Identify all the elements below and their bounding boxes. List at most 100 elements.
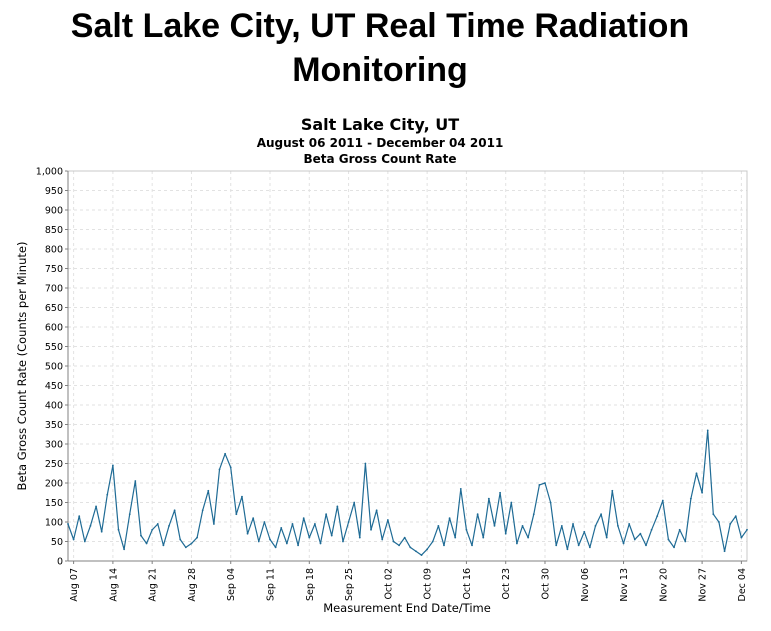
data-point <box>224 452 227 455</box>
data-point <box>661 499 664 502</box>
data-point <box>190 542 193 545</box>
data-point <box>667 538 670 541</box>
y-tick-label: 1,000 <box>36 167 63 178</box>
data-point <box>701 491 704 494</box>
x-tick-label: Aug 21 <box>148 568 159 602</box>
data-point <box>409 546 412 549</box>
data-point <box>151 528 154 531</box>
x-tick-label: Dec 04 <box>737 568 748 602</box>
data-point <box>89 525 92 527</box>
data-point <box>297 544 299 547</box>
data-point <box>100 530 103 533</box>
y-tick-label: 100 <box>45 518 63 529</box>
data-point <box>560 525 563 527</box>
data-point <box>617 525 619 527</box>
chart-subtitle: August 06 2011 - December 04 2011 <box>257 136 504 150</box>
data-point <box>302 517 305 519</box>
data-point <box>257 540 260 543</box>
data-points <box>67 429 748 557</box>
y-tick-label: 250 <box>45 459 63 470</box>
data-point <box>678 528 681 531</box>
x-tick-label: Nov 20 <box>658 568 669 602</box>
data-point <box>308 536 311 539</box>
x-tick-label: Nov 13 <box>619 568 630 602</box>
data-point <box>459 487 462 490</box>
data-point <box>622 542 625 545</box>
y-axis-ticks: 0 50 100 150 200 250 300 350 400 450 500 550 600 650 7… <box>36 167 68 568</box>
y-tick-label: 750 <box>45 264 63 275</box>
data-point <box>173 509 176 512</box>
data-point <box>201 509 204 512</box>
data-point <box>600 513 602 516</box>
x-tick-label: Aug 28 <box>187 568 198 602</box>
data-point <box>241 495 243 498</box>
data-point <box>145 542 148 545</box>
y-tick-label: 300 <box>45 440 63 451</box>
data-point <box>689 497 692 500</box>
data-point <box>628 523 631 525</box>
data-point <box>184 546 187 549</box>
data-point <box>465 528 468 531</box>
data-point <box>111 464 114 467</box>
data-point <box>734 515 737 518</box>
data-point <box>476 513 479 516</box>
data-point <box>521 525 524 527</box>
data-point <box>67 523 69 525</box>
data-point <box>723 550 726 553</box>
x-tick-label: Oct 09 <box>423 568 434 600</box>
data-point <box>134 480 137 482</box>
data-point <box>516 542 518 545</box>
data-point <box>285 542 288 545</box>
x-tick-label: Nov 27 <box>698 568 709 602</box>
x-tick-label: Sep 04 <box>226 568 237 601</box>
data-point <box>347 521 350 523</box>
y-tick-label: 950 <box>45 186 63 197</box>
data-point <box>487 497 490 500</box>
y-tick-label: 50 <box>51 537 63 548</box>
data-point <box>544 482 546 484</box>
y-tick-label: 200 <box>45 479 63 490</box>
x-tick-label: Nov 06 <box>580 568 591 602</box>
data-point <box>510 501 513 504</box>
data-point <box>549 501 552 504</box>
data-point <box>314 523 316 525</box>
x-tick-label: Sep 11 <box>266 568 277 601</box>
data-point <box>72 538 75 541</box>
chart-title: Salt Lake City, UT <box>301 115 459 134</box>
x-tick-label: Oct 16 <box>462 568 473 600</box>
data-point <box>375 509 378 512</box>
y-tick-label: 500 <box>45 362 63 373</box>
y-tick-label: 450 <box>45 381 63 392</box>
data-point <box>650 528 653 531</box>
data-point <box>252 517 255 519</box>
x-axis-ticks: Aug 07 Aug 14 Aug 21 Aug 28 Sep 04 Sep 11 Sep … <box>69 561 748 602</box>
data-point <box>482 536 485 539</box>
data-point <box>712 513 715 516</box>
data-point <box>499 491 501 494</box>
data-point <box>633 538 636 541</box>
data-point <box>645 544 647 547</box>
data-point <box>381 538 384 541</box>
data-point <box>420 554 423 557</box>
y-tick-label: 400 <box>45 401 63 412</box>
data-point <box>168 525 170 527</box>
data-point <box>106 493 109 496</box>
data-point <box>415 550 417 553</box>
data-point <box>229 466 232 469</box>
data-point <box>358 536 361 539</box>
data-point <box>403 536 406 539</box>
chart-subtitle-2: Beta Gross Count Rate <box>303 152 456 166</box>
data-point <box>162 544 165 547</box>
data-point <box>325 513 328 516</box>
data-point <box>269 538 271 541</box>
data-point <box>123 548 126 551</box>
x-tick-label: Oct 23 <box>501 568 512 600</box>
y-tick-label: 800 <box>45 245 63 256</box>
data-point <box>718 521 720 523</box>
data-point <box>684 540 687 543</box>
data-point <box>370 528 372 531</box>
x-tick-label: Aug 07 <box>69 568 80 602</box>
data-point <box>83 540 86 543</box>
data-point <box>673 546 675 549</box>
data-point <box>128 513 131 516</box>
